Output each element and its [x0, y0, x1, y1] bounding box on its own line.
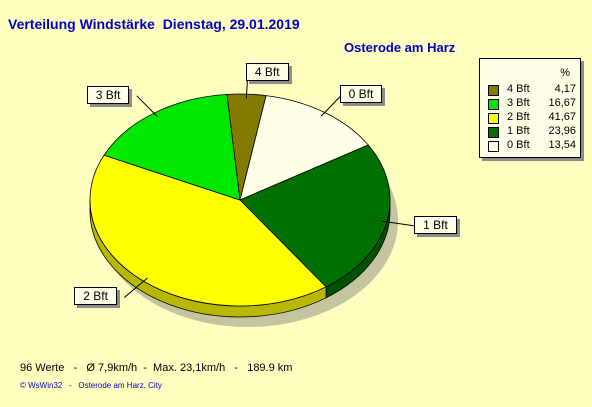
- legend-value: 13,54: [548, 139, 576, 151]
- legend-label: 2 Bft: [507, 111, 530, 123]
- legend-label: 4 Bft: [507, 83, 530, 95]
- legend-value: 4,17: [554, 83, 576, 95]
- pie-label-leader: [123, 277, 148, 298]
- legend-swatch: [488, 99, 499, 110]
- legend-header: %: [560, 67, 570, 79]
- legend: % 4 Bft 4,17 3 Bft 16,67 2 Bft 41,67 1 Bft 23,9…: [479, 58, 581, 158]
- pie-label-leader: [320, 94, 343, 117]
- stats-line: 96 Werte - Ø 7,9km/h - Max. 23,1km/h - 1…: [20, 362, 293, 374]
- pie-slice-label: 1 Bft: [414, 216, 457, 235]
- chart-title: Verteilung Windstärke Dienstag, 29.01.20…: [8, 16, 300, 32]
- footer-text: © WsWin32 - Osterode am Harz, City: [20, 381, 162, 390]
- pie-slice-label: 4 Bft: [245, 62, 289, 81]
- legend-value: 41,67: [548, 111, 576, 123]
- legend-label: 0 Bft: [507, 139, 530, 151]
- legend-item: 1 Bft 23,96: [488, 125, 576, 139]
- legend-swatch: [488, 113, 499, 124]
- legend-swatch: [488, 127, 499, 138]
- pie-label-leader: [380, 220, 417, 227]
- legend-value: 23,96: [548, 125, 576, 137]
- legend-item: 4 Bft 4,17: [488, 83, 576, 97]
- legend-item: 2 Bft 41,67: [488, 111, 576, 125]
- pie-slice-label: 2 Bft: [74, 287, 117, 306]
- legend-label: 1 Bft: [507, 125, 530, 137]
- legend-value: 16,67: [548, 97, 576, 109]
- legend-swatch: [488, 141, 499, 152]
- chart-subtitle: Osterode am Harz: [344, 40, 456, 55]
- pie-slice-label: 3 Bft: [86, 85, 130, 104]
- pie-slice-label: 0 Bft: [339, 85, 383, 104]
- legend-item: 3 Bft 16,67: [488, 97, 576, 111]
- legend-item: 0 Bft 13,54: [488, 139, 576, 153]
- pie-label-leader: [136, 95, 158, 117]
- legend-label: 3 Bft: [507, 97, 530, 109]
- legend-swatch: [488, 85, 499, 96]
